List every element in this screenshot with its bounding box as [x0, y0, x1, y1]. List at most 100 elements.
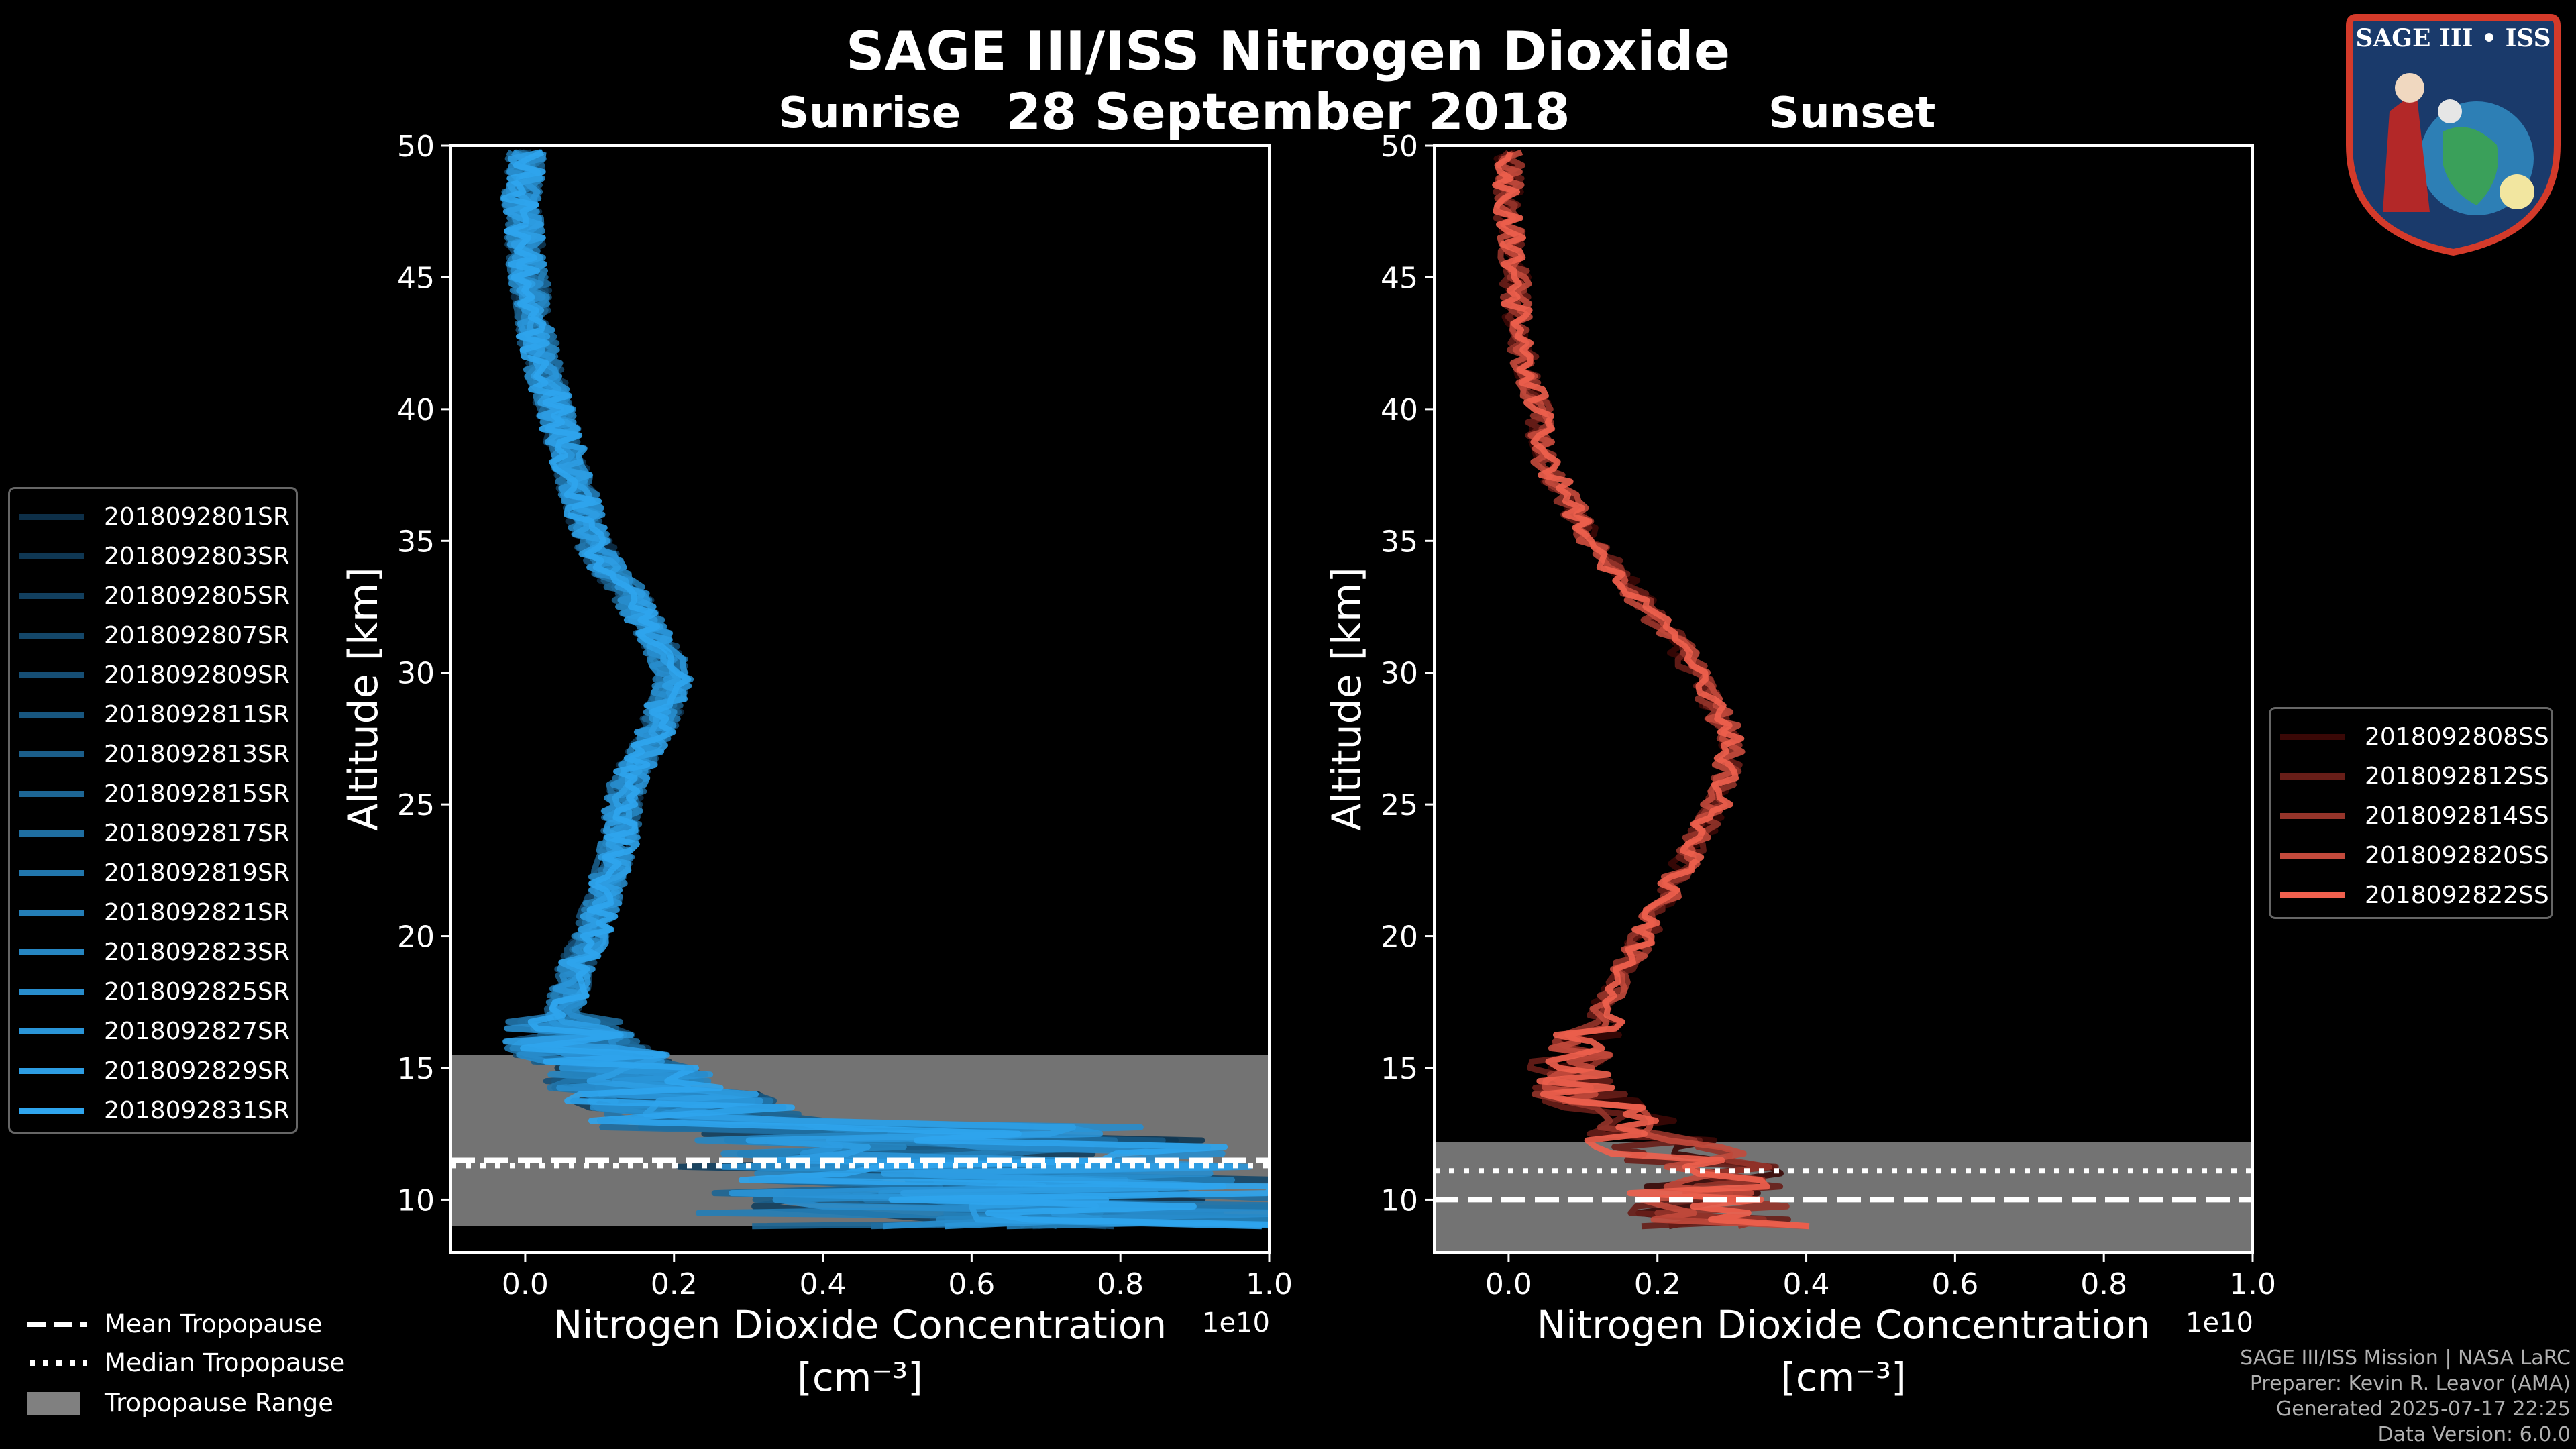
legend-label: 2018092808SS	[2365, 723, 2549, 751]
legend-label: 2018092821SR	[104, 899, 290, 926]
profile-line-2018092812SS	[1493, 150, 1791, 1230]
legend-entry: 2018092809SR	[10, 655, 290, 695]
legend-swatch	[19, 830, 84, 837]
legend-entry: 2018092820SS	[2271, 836, 2549, 875]
y-tick-label: 25	[397, 788, 435, 822]
legend-label: 2018092815SR	[104, 780, 290, 808]
profile-line-2018092820SS	[1495, 149, 1809, 1230]
legend-entry: 2018092803SR	[10, 537, 290, 576]
legend-swatch	[19, 791, 84, 797]
x-tick-label: 0.0	[502, 1267, 549, 1301]
y-tick-label: 20	[1381, 920, 1418, 955]
y-tick-label: 15	[1381, 1052, 1418, 1086]
plot-area-sunset	[1434, 149, 2253, 1252]
legend-label: 2018092813SR	[104, 741, 290, 768]
legend-entry: 2018092821SR	[10, 893, 290, 932]
legend-swatch	[19, 910, 84, 916]
legend-swatch	[19, 989, 84, 995]
x-tick-label: 1.0	[2229, 1267, 2276, 1301]
y-tick-label: 15	[397, 1052, 435, 1086]
legend-entry: 2018092829SR	[10, 1051, 290, 1091]
legend-swatch	[19, 633, 84, 639]
legend-entry: 2018092801SR	[10, 497, 290, 537]
x-exponent-label: 1e10	[1202, 1307, 1270, 1338]
legend-label: 2018092807SR	[104, 622, 290, 649]
profile-line-2018092831SR	[500, 149, 1269, 1228]
y-tick-label: 10	[1381, 1183, 1418, 1218]
legend-swatch	[2280, 892, 2345, 898]
y-axis-label: Altitude [km]	[340, 567, 387, 831]
x-tick-label: 0.4	[1783, 1267, 1830, 1301]
y-tick-label: 40	[397, 393, 435, 427]
legend-swatch	[19, 1028, 84, 1034]
profile-line-2018092814SS	[1494, 150, 1790, 1230]
x-tick-label: 0.6	[948, 1267, 995, 1301]
dashed-line-icon	[27, 1321, 87, 1327]
legend-label: 2018092831SR	[104, 1097, 290, 1124]
y-tick-label: 45	[1381, 261, 1418, 295]
legend-swatch	[19, 949, 84, 955]
legend-label: 2018092827SR	[104, 1018, 290, 1045]
x-tick-label: 0.0	[1485, 1267, 1532, 1301]
legend-label: Tropopause Range	[105, 1389, 334, 1417]
legend-mean-tropopause: Mean Tropopause	[27, 1309, 323, 1338]
plot-frame	[1433, 144, 2254, 1254]
legend-label: 2018092819SR	[104, 859, 290, 887]
plot-area-sunrise	[451, 149, 1269, 1230]
y-tick-label: 35	[1381, 525, 1418, 559]
legend-swatch	[2280, 813, 2345, 819]
sunset-legend: 2018092808SS 2018092812SS 2018092814SS 2018…	[2269, 707, 2553, 919]
y-axis-label: Altitude [km]	[1324, 567, 1371, 831]
legend-swatch	[19, 514, 84, 520]
y-tick-label: 30	[1381, 657, 1418, 691]
chart-date: 28 September 2018	[1006, 82, 1570, 142]
y-tick-label: 20	[397, 920, 435, 955]
legend-swatch	[19, 672, 84, 678]
profile-line-2018092808SS	[1493, 149, 1784, 1230]
legend-swatch	[19, 870, 84, 876]
legend-label: 2018092801SR	[104, 503, 290, 531]
mission-patch-logo: SAGE III • ISS	[2343, 11, 2564, 259]
legend-swatch	[2280, 734, 2345, 740]
legend-swatch	[19, 1068, 84, 1074]
credit-line: SAGE III/ISS Mission | NASA LaRC	[2240, 1346, 2571, 1370]
x-tick-label: 0.8	[2080, 1267, 2127, 1301]
legend-entry: 2018092808SS	[2271, 717, 2549, 757]
legend-label: 2018092805SR	[104, 582, 290, 610]
x-tick-label: 0.6	[1931, 1267, 1978, 1301]
credit-line: Preparer: Kevin R. Leavor (AMA)	[2249, 1372, 2571, 1395]
legend-entry: 2018092814SS	[2271, 796, 2549, 836]
legend-label: Mean Tropopause	[105, 1309, 323, 1338]
legend-entry: 2018092827SR	[10, 1012, 290, 1051]
legend-entry: 2018092813SR	[10, 735, 290, 774]
legend-entry: 2018092825SR	[10, 972, 290, 1012]
chart-title: SAGE III/ISS Nitrogen Dioxide	[845, 20, 1731, 83]
dotted-line-icon	[30, 1360, 87, 1366]
x-axis-unit: [cm⁻³]	[797, 1354, 923, 1400]
x-axis-label: Nitrogen Dioxide Concentration	[1537, 1302, 2150, 1348]
legend-swatch	[2280, 773, 2345, 780]
legend-entry: 2018092817SR	[10, 814, 290, 853]
legend-swatch	[19, 593, 84, 599]
legend-label: 2018092812SS	[2365, 763, 2549, 790]
y-tick-label: 25	[1381, 788, 1418, 822]
legend-label: 2018092817SR	[104, 820, 290, 847]
legend-label: 2018092823SR	[104, 938, 290, 966]
profile-line-2018092822SS	[1492, 151, 1810, 1230]
x-tick-label: 1.0	[1246, 1267, 1293, 1301]
x-exponent-label: 1e10	[2186, 1307, 2253, 1338]
legend-entry: 2018092831SR	[10, 1091, 290, 1130]
y-tick-label: 40	[1381, 393, 1418, 427]
plot-frame	[449, 144, 1271, 1254]
legend-swatch	[19, 751, 84, 757]
credit-line: Generated 2025-07-17 22:25	[2275, 1397, 2571, 1421]
legend-swatch	[19, 712, 84, 718]
legend-entry: 2018092805SR	[10, 576, 290, 616]
legend-label: 2018092825SR	[104, 978, 290, 1006]
sunrise-subtitle: Sunrise	[778, 89, 961, 138]
legend-swatch	[19, 1108, 84, 1114]
x-axis-unit: [cm⁻³]	[1780, 1354, 1907, 1400]
legend-entry: 2018092815SR	[10, 774, 290, 814]
credits: SAGE III/ISS Mission | NASA LaRC Prepare…	[2240, 1346, 2571, 1448]
